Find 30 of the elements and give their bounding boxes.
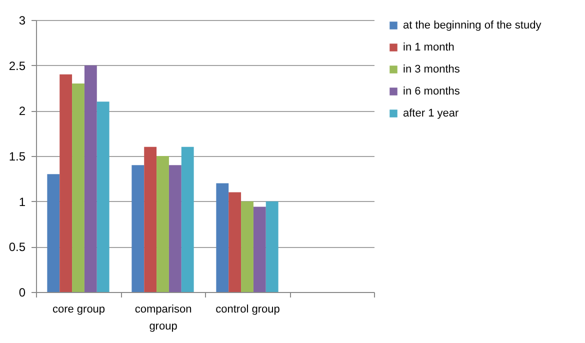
y-tick-label: 2 [18,104,26,118]
bar [96,102,110,292]
bar [72,83,84,292]
x-tick-label: core group [52,304,106,316]
bar [84,65,97,292]
legend-label: at the beginning of the study [403,20,542,32]
bar [60,74,72,292]
x-tick-label: comparison group [134,304,192,332]
legend-label: in 1 month [403,42,454,54]
y-tick-label: 3 [18,14,26,28]
legend-label: after 1 year [403,108,459,120]
bar [156,156,169,292]
bar [228,192,242,292]
y-tick-label: 1 [18,194,26,209]
bar [253,206,266,292]
bar [47,174,60,292]
bar [181,146,194,292]
bar [241,201,254,292]
bar [132,165,144,292]
x-tick-label: control group [216,304,280,316]
y-tick-label: 2.5 [8,58,26,73]
bar [216,183,229,292]
bar [168,165,182,292]
legend-label: in 3 months [403,64,460,76]
bar [144,146,157,292]
y-tick-label: 0 [18,286,26,300]
bar [266,201,278,292]
legend-label: in 6 months [403,86,460,98]
y-tick-label: 0.5 [8,240,26,254]
y-tick-label: 1.5 [8,150,26,164]
